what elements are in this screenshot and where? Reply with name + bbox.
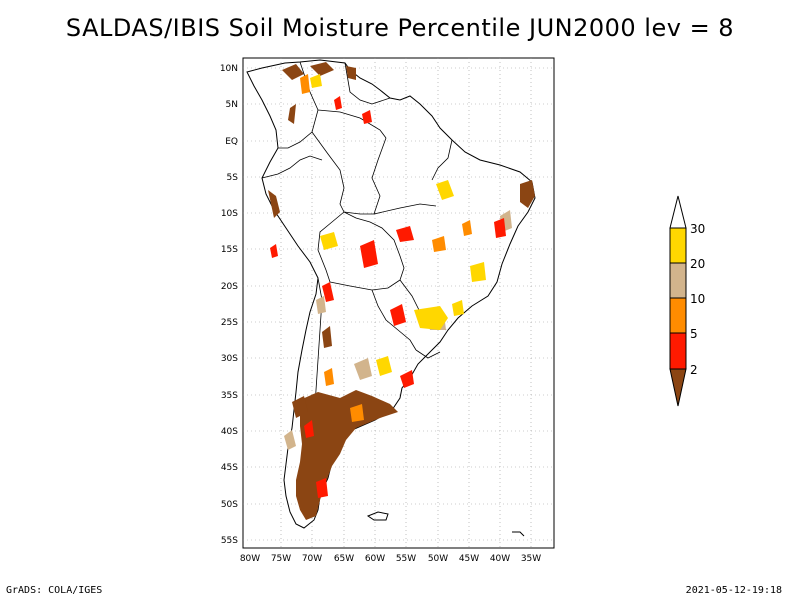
lon-label: 80W bbox=[240, 554, 260, 564]
lat-label: 5N bbox=[226, 100, 238, 110]
legend-label: 20 bbox=[690, 257, 705, 271]
lat-label: EQ bbox=[225, 137, 238, 147]
legend-swatch-gt30 bbox=[669, 195, 687, 229]
lat-label: 30S bbox=[221, 354, 238, 364]
color-legend: 30 20 10 5 2 bbox=[669, 195, 705, 407]
legend-swatch-20to30 bbox=[669, 227, 687, 264]
legend-swatch-5to10 bbox=[669, 297, 687, 334]
lat-label: 40S bbox=[221, 427, 238, 437]
map-panel bbox=[242, 57, 555, 549]
latitude-labels: 10N 5N EQ 5S 10S 15S 20S 25S 30S 35S 40S… bbox=[220, 64, 238, 546]
lat-label: 20S bbox=[221, 282, 238, 292]
legend-label: 2 bbox=[690, 363, 698, 377]
lat-label: 45S bbox=[221, 463, 238, 473]
lat-label: 10N bbox=[220, 64, 238, 74]
legend-swatch-2to5 bbox=[669, 332, 687, 370]
legend-label: 30 bbox=[690, 222, 705, 236]
lon-label: 65W bbox=[334, 554, 354, 564]
lat-label: 15S bbox=[221, 245, 238, 255]
south-georgia bbox=[512, 531, 525, 537]
falkland-islands bbox=[366, 511, 389, 521]
lon-label: 45W bbox=[459, 554, 479, 564]
soil-moisture-patches bbox=[268, 62, 535, 520]
lon-label: 70W bbox=[302, 554, 322, 564]
lon-label: 60W bbox=[365, 554, 385, 564]
lon-label: 40W bbox=[490, 554, 510, 564]
footer-credit: GrADS: COLA/IGES bbox=[6, 585, 103, 596]
lon-label: 55W bbox=[396, 554, 416, 564]
map-frame bbox=[242, 57, 555, 549]
legend-label: 5 bbox=[690, 327, 698, 341]
lat-label: 50S bbox=[221, 500, 238, 510]
lon-label: 75W bbox=[271, 554, 291, 564]
lon-label: 50W bbox=[428, 554, 448, 564]
legend-swatch-10to20 bbox=[669, 262, 687, 299]
legend-label: 10 bbox=[690, 292, 705, 306]
lat-label: 5S bbox=[227, 173, 239, 183]
lat-label: 10S bbox=[221, 209, 238, 219]
lat-label: 35S bbox=[221, 391, 238, 401]
longitude-labels: 80W 75W 70W 65W 60W 55W 50W 45W 40W 35W bbox=[240, 554, 541, 564]
footer-timestamp: 2021-05-12-19:18 bbox=[685, 585, 782, 596]
map-title: SALDAS/IBIS Soil Moisture Percentile JUN… bbox=[65, 14, 735, 42]
lat-label: 25S bbox=[221, 318, 238, 328]
legend-swatch-lt2 bbox=[669, 368, 687, 407]
lon-label: 35W bbox=[521, 554, 541, 564]
lat-label: 55S bbox=[221, 536, 238, 546]
